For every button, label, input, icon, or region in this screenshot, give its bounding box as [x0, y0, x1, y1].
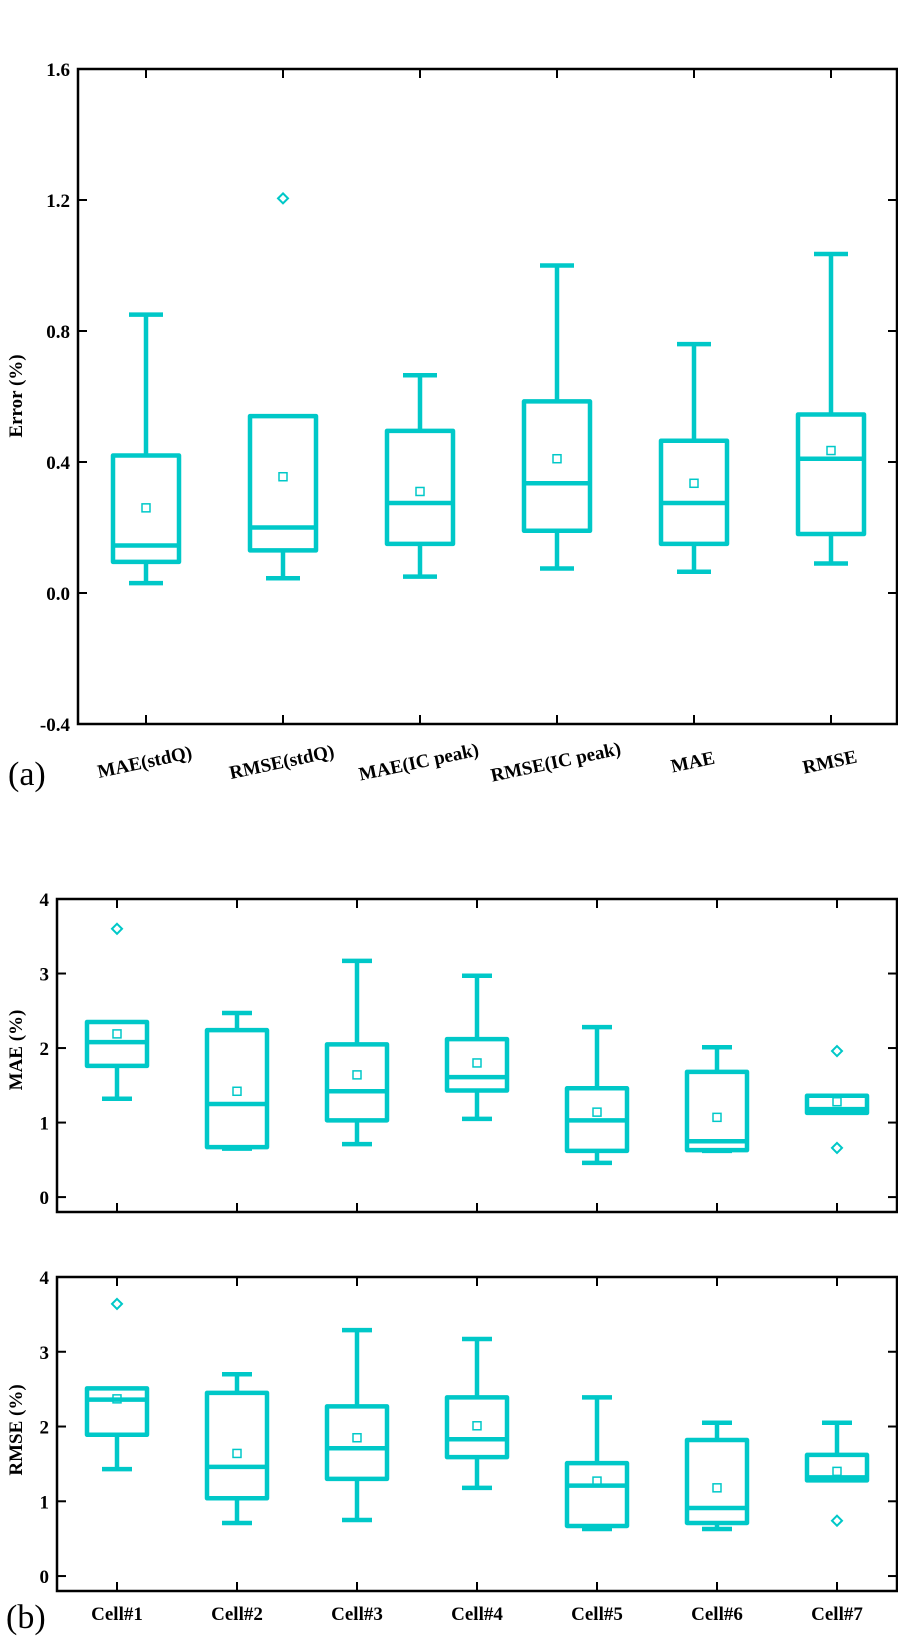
y-axis-title: MAE (%)	[6, 1010, 27, 1091]
x-category-label: RMSE(stdQ)	[228, 741, 337, 784]
outlier-point	[830, 1044, 844, 1058]
y-tick-label: 2	[40, 1418, 50, 1439]
y-tick-label: 1.2	[46, 191, 70, 212]
mean-marker	[415, 486, 425, 497]
box-iqr	[658, 438, 730, 547]
mean-marker	[712, 1112, 722, 1123]
x-category-label: Cell#6	[691, 1604, 743, 1625]
box-iqr	[324, 1404, 390, 1482]
mean-marker	[712, 1483, 722, 1493]
mean-marker	[352, 1070, 362, 1080]
y-tick-label: 1	[40, 1114, 50, 1135]
plot-frame-1	[76, 67, 898, 726]
box-iqr	[521, 399, 593, 534]
y-tick-label: 1	[40, 1492, 50, 1513]
box-iqr	[444, 1395, 510, 1460]
y-axis-title: Error (%)	[6, 354, 27, 437]
y-axis-title: RMSE (%)	[6, 1384, 27, 1475]
box-iqr	[204, 1027, 270, 1150]
box-iqr	[564, 1460, 630, 1529]
outlier-point	[830, 1141, 844, 1155]
x-category-label: Cell#1	[91, 1604, 143, 1625]
outlier-point	[276, 191, 290, 205]
box-iqr	[684, 1437, 750, 1526]
mean-marker	[592, 1476, 602, 1486]
y-tick-label: 4	[40, 890, 50, 911]
x-category-label: Cell#2	[211, 1604, 263, 1625]
y-tick-label: 3	[40, 1343, 50, 1364]
x-category-label: Cell#4	[451, 1604, 503, 1625]
plot-frame-2	[55, 897, 898, 1214]
box-iqr	[84, 1386, 150, 1437]
mean-marker	[232, 1448, 242, 1459]
box-iqr	[684, 1069, 750, 1153]
mean-marker	[826, 445, 836, 456]
x-category-label: Cell#5	[571, 1604, 623, 1625]
y-tick-label: 2	[40, 1039, 50, 1060]
mean-marker	[472, 1421, 482, 1431]
x-category-label: Cell#7	[811, 1604, 863, 1625]
box-iqr	[804, 1093, 870, 1116]
y-tick-label: -0.4	[40, 715, 71, 736]
outlier-point	[830, 1514, 844, 1528]
x-category-label: MAE	[669, 748, 717, 778]
x-category-label: RMSE(IC peak)	[489, 739, 623, 787]
mean-marker	[689, 478, 699, 489]
y-tick-label: 0	[40, 1188, 50, 1209]
mean-marker	[232, 1086, 242, 1097]
outlier-point	[110, 1297, 124, 1311]
outlier-point	[110, 922, 124, 936]
y-tick-label: 4	[40, 1268, 50, 1289]
x-category-label: RMSE	[801, 747, 859, 779]
panel-label: (b)	[6, 1599, 46, 1636]
mean-marker	[552, 453, 562, 464]
mean-marker	[472, 1058, 482, 1068]
box-iqr	[804, 1452, 870, 1483]
mean-marker	[112, 1029, 122, 1039]
box-iqr	[204, 1390, 270, 1501]
mean-marker	[592, 1107, 602, 1117]
box-iqr	[444, 1036, 510, 1093]
y-tick-label: 0.0	[46, 584, 70, 605]
panel-label: (a)	[8, 756, 46, 793]
mean-marker	[352, 1432, 362, 1443]
x-category-label: Cell#3	[331, 1604, 383, 1625]
plot-frame-3	[55, 1275, 898, 1593]
x-category-label: MAE(stdQ)	[96, 742, 194, 783]
mean-marker	[112, 1394, 122, 1404]
x-category-label: MAE(IC peak)	[357, 740, 481, 786]
box-iqr	[795, 412, 867, 537]
y-tick-label: 0.8	[46, 322, 70, 343]
mean-marker	[141, 503, 151, 513]
box-iqr	[110, 453, 182, 565]
y-tick-label: 3	[40, 965, 50, 986]
y-tick-label: 0	[40, 1567, 50, 1588]
mean-marker	[832, 1096, 842, 1107]
mean-marker	[832, 1466, 842, 1477]
box-iqr	[324, 1042, 390, 1123]
mean-marker	[278, 471, 288, 482]
y-tick-label: 0.4	[46, 453, 70, 474]
y-tick-label: 1.6	[46, 60, 70, 81]
box-iqr	[247, 413, 319, 553]
box-iqr	[384, 428, 456, 547]
